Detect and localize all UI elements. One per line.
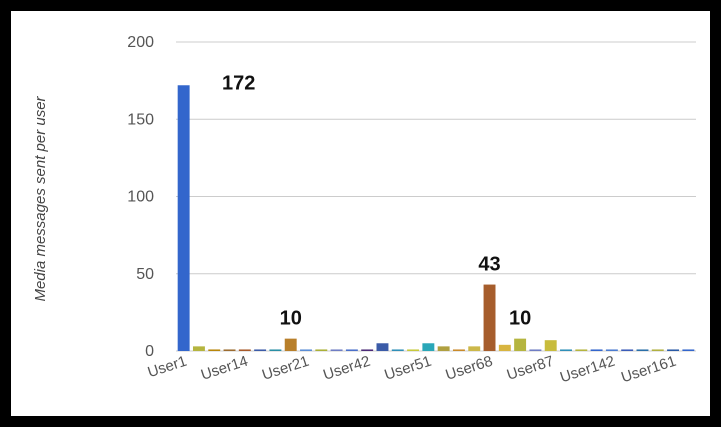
bar-User62 bbox=[361, 349, 374, 351]
x-tick-label-User14: User14 bbox=[199, 353, 250, 384]
bar-User7 bbox=[192, 346, 205, 351]
bar-User125 bbox=[544, 340, 557, 351]
bar-User165 bbox=[667, 349, 680, 351]
chart-frame: 0 50 100 150 200 Media messages sent per use… bbox=[11, 11, 710, 416]
bar-User136 bbox=[575, 349, 588, 351]
y-tick-label-100: 100 bbox=[127, 189, 154, 206]
x-tick-label-User42: User42 bbox=[321, 353, 372, 384]
y-tick-label-150: 150 bbox=[127, 111, 154, 128]
bar-User87 bbox=[452, 349, 465, 351]
x-tick-label-User68: User68 bbox=[444, 353, 495, 384]
data-label-User110: 10 bbox=[509, 308, 531, 330]
bar-User51 bbox=[330, 349, 343, 351]
data-labels: 172 10 43 10 bbox=[222, 72, 531, 329]
bar-User31 bbox=[269, 349, 282, 351]
bar-chart: 0 50 100 150 200 Media messages sent per use… bbox=[32, 34, 696, 387]
bar-User110 bbox=[514, 338, 527, 351]
bars bbox=[177, 85, 695, 351]
bar-User104 bbox=[498, 344, 511, 351]
y-tick-label-0: 0 bbox=[145, 343, 154, 360]
bar-User18 bbox=[223, 349, 236, 351]
bar-User154 bbox=[621, 349, 634, 351]
x-tick-label-User51: User51 bbox=[382, 353, 433, 384]
bar-User161 bbox=[651, 349, 664, 351]
y-tick-label-50: 50 bbox=[136, 266, 154, 283]
bar-User72 bbox=[407, 349, 420, 351]
bar-User35 bbox=[284, 338, 297, 351]
bar-User131 bbox=[560, 349, 572, 351]
bar-User65 bbox=[376, 343, 389, 351]
bar-User158 bbox=[636, 349, 649, 351]
bar-User83 bbox=[437, 346, 450, 351]
bar-User21 bbox=[238, 349, 251, 351]
data-label-User98: 43 bbox=[478, 254, 500, 276]
bar-User98 bbox=[483, 284, 496, 351]
bar-User118 bbox=[529, 349, 542, 351]
y-tick-label-200: 200 bbox=[127, 34, 154, 51]
x-tick-label-User87: User87 bbox=[505, 353, 556, 384]
data-label-User1: 172 bbox=[222, 72, 255, 94]
bar-User68 bbox=[391, 349, 404, 351]
bar-User57 bbox=[345, 349, 358, 351]
bar-User46 bbox=[315, 349, 328, 351]
bar-User1 bbox=[177, 85, 190, 351]
x-axis-ticks: User1 User14 User21 User42 User51 User68 User8… bbox=[146, 353, 679, 387]
bar-User78 bbox=[422, 343, 435, 351]
bar-User148 bbox=[605, 349, 618, 351]
data-label-User35: 10 bbox=[280, 308, 302, 330]
x-tick-label-User161: User161 bbox=[619, 353, 678, 387]
bar-User42 bbox=[300, 349, 312, 351]
bar-User142 bbox=[590, 349, 603, 351]
x-tick-label-User21: User21 bbox=[260, 353, 311, 384]
bar-User26 bbox=[254, 349, 267, 351]
y-axis-ticks: 0 50 100 150 200 bbox=[127, 34, 154, 360]
x-tick-label-User142: User142 bbox=[558, 353, 617, 387]
y-axis-label: Media messages sent per user bbox=[32, 95, 49, 301]
bar-User92 bbox=[468, 346, 481, 351]
bar-User170 bbox=[682, 349, 695, 351]
bar-User14 bbox=[208, 349, 221, 351]
